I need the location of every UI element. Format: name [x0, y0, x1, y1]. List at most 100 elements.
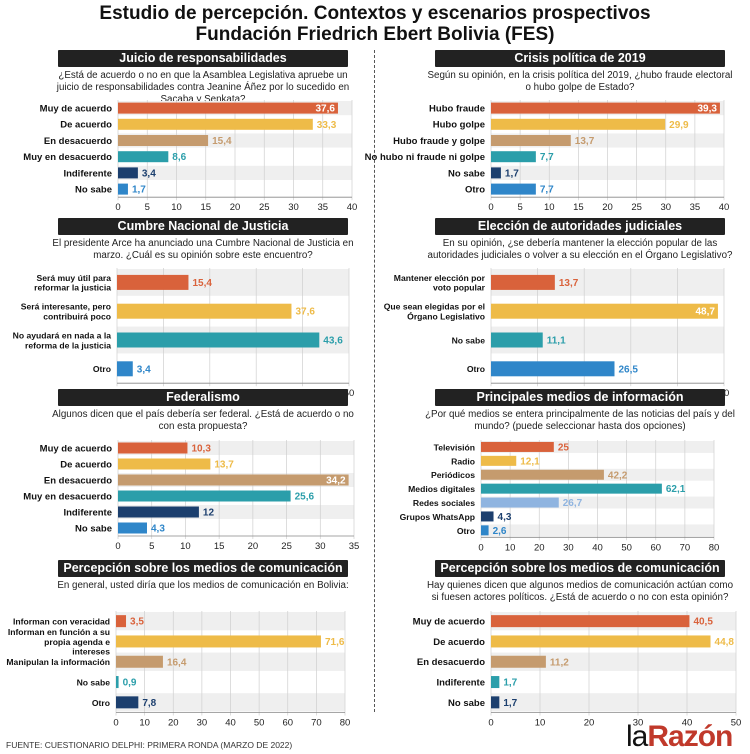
tick-label: 5: [145, 202, 150, 213]
value-label: 12,1: [520, 456, 540, 467]
category-label: No ayudará en nada a la reforma de la jus…: [13, 331, 112, 351]
value-label: 3,4: [137, 364, 151, 375]
chart-title: Federalismo: [58, 389, 348, 406]
bar: [481, 511, 494, 522]
bar: [117, 303, 292, 319]
chart-title: Principales medios de información: [435, 389, 725, 406]
value-label: 25,6: [295, 492, 315, 503]
tick-label: 40: [682, 718, 693, 729]
bar: [491, 183, 536, 195]
bar: [491, 118, 666, 130]
bar: [118, 442, 188, 454]
value-label: 10,3: [191, 444, 211, 455]
value-label: 37,6: [295, 307, 315, 318]
tick-label: 10: [505, 542, 516, 553]
chart-question: Según su opinión, en la crisis política …: [427, 70, 733, 93]
value-label: 15,4: [212, 136, 232, 147]
tick-label: 20: [230, 202, 241, 213]
value-label: 42,2: [608, 470, 628, 481]
tick-label: 40: [347, 202, 358, 213]
category-label: De acuerdo: [60, 120, 112, 131]
tick-label: 70: [680, 542, 691, 553]
bar: [491, 274, 555, 290]
category-label: Será interesante, pero contribuirá poco: [21, 302, 111, 322]
tick-label: 70: [311, 718, 322, 729]
chart-question: En su opinión, ¿se debería mantener la e…: [427, 238, 733, 261]
tick-label: 60: [650, 542, 661, 553]
tick-label: 20: [248, 541, 259, 552]
category-label: Hubo golpe: [433, 120, 485, 131]
bar: [118, 506, 199, 518]
category-label: Radio: [451, 456, 475, 466]
bar: [491, 655, 546, 668]
bar: [116, 696, 139, 709]
category-label: Informan con veracidad: [13, 617, 110, 627]
value-label: 7,7: [540, 152, 554, 163]
chart-title: Cumbre Nacional de Justicia: [58, 218, 348, 235]
tick-label: 0: [113, 718, 118, 729]
tick-label: 0: [115, 541, 120, 552]
tick-label: 50: [621, 542, 632, 553]
row-stripe: [491, 672, 736, 692]
category-label: En desacuerdo: [417, 657, 485, 668]
category-label: No sabe: [448, 168, 485, 179]
category-label: Muy de acuerdo: [413, 617, 486, 628]
chart-question: El presidente Arce ha anunciado una Cumb…: [52, 238, 354, 261]
tick-label: 25: [281, 541, 292, 552]
value-label: 44,8: [715, 637, 735, 648]
tick-label: 10: [171, 202, 182, 213]
bar: [118, 118, 313, 130]
value-label: 8,6: [172, 152, 186, 163]
category-label: No sabe: [448, 698, 485, 709]
category-label: En desacuerdo: [44, 136, 112, 147]
bar-chart: 0 5 10 15 20 25 30 35 10,3 Muy de acuerdo 13,7 De a…: [23, 440, 360, 552]
bar: [118, 458, 211, 470]
value-label: 3,5: [130, 617, 144, 628]
tick-label: 35: [690, 202, 701, 213]
chart-question: En general, usted diría que los medios d…: [57, 580, 349, 591]
value-label: 7,8: [142, 698, 156, 709]
bar: [116, 635, 321, 648]
value-label: 12: [203, 508, 215, 519]
tick-label: 35: [349, 541, 360, 552]
category-label: Muy de acuerdo: [40, 104, 113, 115]
chart-title: Juicio de responsabilidades: [58, 50, 348, 67]
category-label: En desacuerdo: [44, 475, 112, 486]
bar: [491, 303, 718, 319]
row-stripe: [118, 521, 354, 535]
tick-label: 60: [282, 718, 293, 729]
value-label: 4,3: [151, 524, 165, 535]
bar: [118, 183, 128, 195]
tick-label: 30: [315, 541, 326, 552]
tick-label: 20: [584, 718, 595, 729]
value-label: 37,6: [315, 104, 335, 115]
category-label: No hubo ni fraude ni golpe: [365, 152, 485, 163]
tick-label: 0: [115, 202, 120, 213]
tick-label: 50: [344, 388, 355, 399]
bar: [118, 474, 349, 486]
category-label: Indiferente: [436, 677, 485, 688]
bar: [118, 151, 169, 163]
value-label: 71,6: [325, 637, 345, 648]
bar: [117, 274, 189, 290]
category-label: Otro: [92, 698, 110, 708]
category-label: No sabe: [75, 185, 112, 196]
tick-label: 0: [478, 542, 483, 553]
category-label: Otro: [457, 526, 475, 536]
value-label: 62,1: [666, 484, 686, 495]
bar: [118, 135, 209, 146]
tick-label: 35: [317, 202, 328, 213]
tick-label: 15: [214, 541, 225, 552]
bar: [491, 332, 543, 348]
category-label: Muy en desacuerdo: [23, 491, 112, 502]
category-label: Muy en desacuerdo: [23, 152, 112, 163]
bar: [117, 361, 133, 377]
value-label: 11,2: [550, 657, 569, 668]
tick-label: 10: [535, 718, 546, 729]
category-label: No sabe: [77, 677, 111, 687]
chart-question: Hay quienes dicen que algunos medios de …: [426, 580, 734, 603]
bar: [481, 483, 662, 494]
tick-label: 40: [719, 202, 730, 213]
value-label: 11,1: [547, 336, 566, 347]
